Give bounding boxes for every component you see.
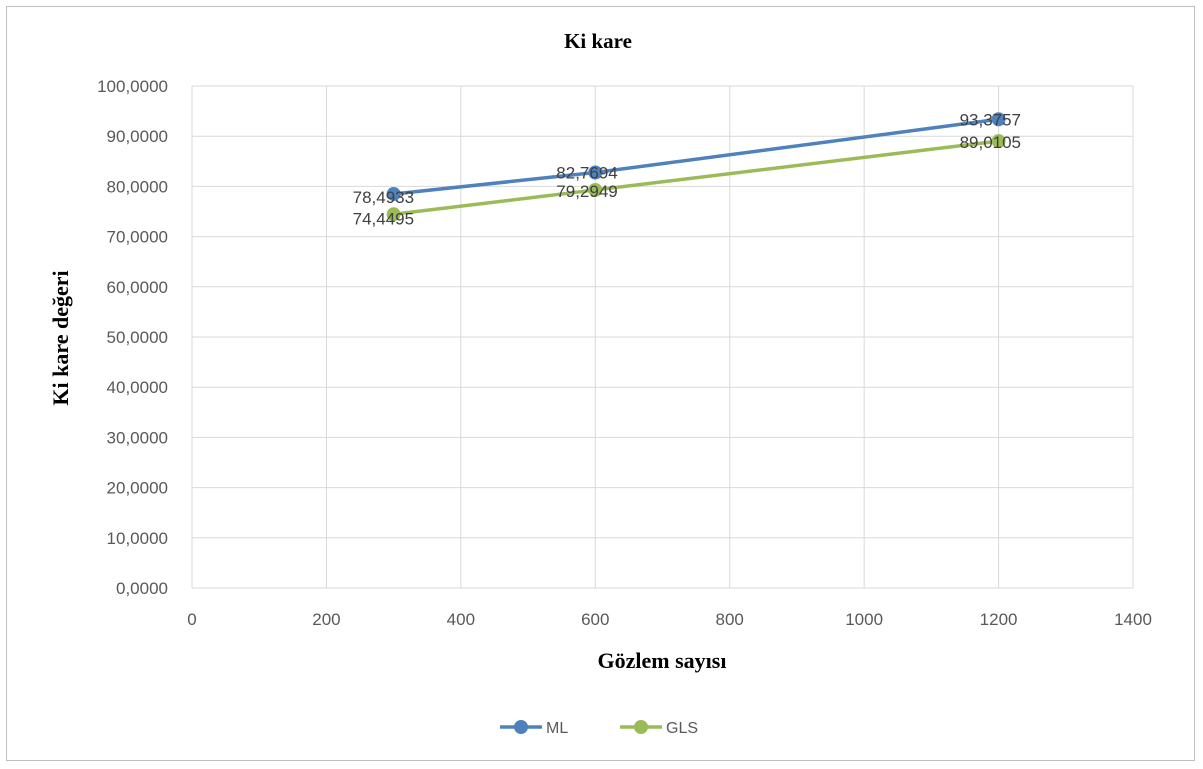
data-point-ml xyxy=(386,186,401,201)
data-label-gls: 89,0105 xyxy=(960,133,1021,152)
x-tick-label: 1400 xyxy=(1114,610,1152,629)
legend-label-gls: GLS xyxy=(666,720,698,737)
grid-layer xyxy=(191,85,1134,589)
data-label-ml: 82,7694 xyxy=(556,163,617,182)
y-tick-label: 30,0000 xyxy=(107,428,168,447)
y-tick-label: 100,0000 xyxy=(97,77,168,96)
y-tick-label: 50,0000 xyxy=(107,328,168,347)
data-label-gls: 74,4495 xyxy=(353,209,414,228)
series-line-gls xyxy=(393,139,999,217)
legend-label-ml: ML xyxy=(546,720,568,737)
series-layer xyxy=(386,112,1006,222)
data-point-ml xyxy=(588,165,603,180)
x-tick-label: 400 xyxy=(447,610,475,629)
data-point-gls xyxy=(588,182,603,197)
data-point-gls xyxy=(386,207,401,222)
y-tick-label: 0,0000 xyxy=(116,579,168,598)
chart-title: Ki kare xyxy=(564,29,632,53)
x-tick-label: 1000 xyxy=(845,610,883,629)
data-point-gls xyxy=(991,134,1006,149)
x-axis-title: Gözlem sayısı xyxy=(598,648,727,673)
x-tick-label: 0 xyxy=(187,610,196,629)
data-label-gls: 79,2949 xyxy=(556,182,617,201)
x-tick-label: 600 xyxy=(581,610,609,629)
y-tick-label: 10,0000 xyxy=(107,529,168,548)
y-tick-label: 40,0000 xyxy=(107,378,168,397)
legend: ML GLS xyxy=(500,720,698,737)
y-tick-label: 70,0000 xyxy=(107,228,168,247)
y-tick-label: 80,0000 xyxy=(107,177,168,196)
y-tick-label: 60,0000 xyxy=(107,278,168,297)
data-label-ml: 78,4933 xyxy=(353,188,414,207)
x-tick-label: 1200 xyxy=(980,610,1018,629)
chart-area xyxy=(6,6,1195,761)
legend-marker-ml xyxy=(514,720,528,734)
data-label-ml: 93,3757 xyxy=(960,110,1021,129)
label-layer: 78,4933 82,7694 93,3757 74,4495 79,2949 89,01… xyxy=(353,110,1021,228)
y-tick-label: 20,0000 xyxy=(107,479,168,498)
y-tick-label: 90,0000 xyxy=(107,127,168,146)
data-point-ml xyxy=(991,112,1006,127)
legend-marker-gls xyxy=(634,720,648,734)
y-axis-title: Ki kare değeri xyxy=(48,270,73,405)
x-tick-label: 200 xyxy=(312,610,340,629)
series-line-ml xyxy=(393,117,999,196)
x-tick-label: 800 xyxy=(716,610,744,629)
axis-layer: 0,0000 10,0000 20,0000 30,0000 40,0000 50,000… xyxy=(97,77,1152,629)
